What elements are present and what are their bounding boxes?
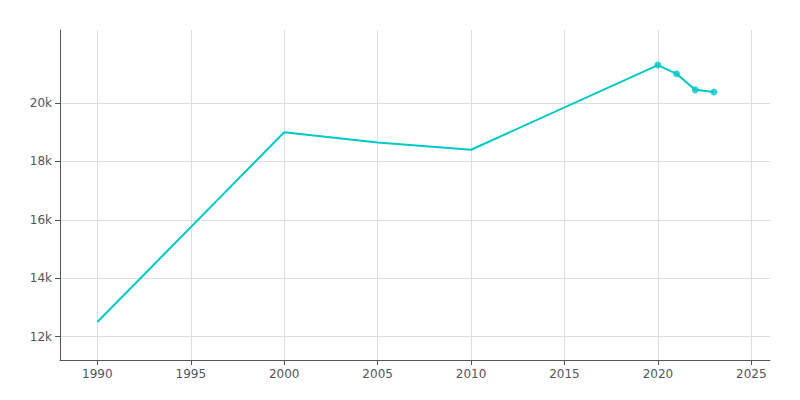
svg-text:2010: 2010	[456, 367, 487, 381]
svg-text:2015: 2015	[549, 367, 580, 381]
svg-text:20k: 20k	[30, 96, 52, 110]
svg-text:1995: 1995	[176, 367, 207, 381]
svg-text:2005: 2005	[362, 367, 393, 381]
svg-text:18k: 18k	[30, 154, 52, 168]
svg-text:1990: 1990	[82, 367, 113, 381]
svg-text:14k: 14k	[30, 271, 52, 285]
svg-text:12k: 12k	[30, 330, 52, 344]
svg-text:2025: 2025	[736, 367, 767, 381]
svg-text:2020: 2020	[643, 367, 674, 381]
svg-text:16k: 16k	[30, 213, 52, 227]
svg-text:2000: 2000	[269, 367, 300, 381]
